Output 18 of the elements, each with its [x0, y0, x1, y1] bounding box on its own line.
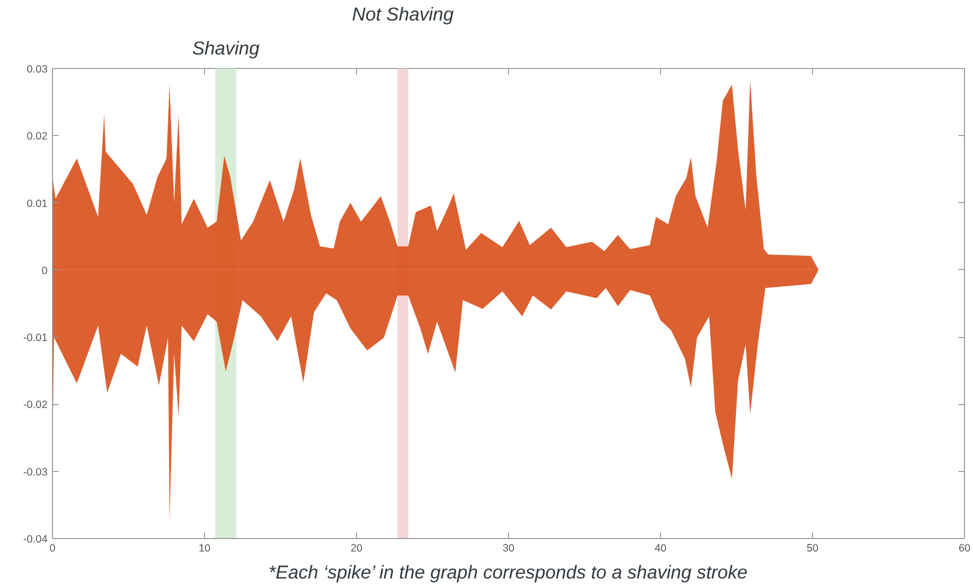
y-tick-label: -0.01 — [23, 332, 48, 344]
y-tick-label: -0.02 — [23, 399, 48, 412]
x-tick-label: 50 — [806, 542, 818, 554]
text: *Each ‘spike’ in the graph corresponds to a shaving stroke — [268, 562, 748, 582]
y-tick-label: 0.01 — [26, 198, 48, 210]
x-tick-label: 20 — [350, 542, 362, 554]
y-tick-label: 0 — [42, 264, 48, 277]
x-tick-label: 40 — [654, 542, 666, 554]
y-tick-label: -0.04 — [23, 534, 48, 546]
band-label: Shaving — [192, 38, 260, 58]
x-tick-label: 0 — [50, 542, 56, 554]
y-tick-label: -0.03 — [23, 466, 48, 478]
x-tick-label: 30 — [502, 542, 514, 554]
x-tick-label: 60 — [958, 542, 970, 554]
band-label: Not Shaving — [352, 4, 454, 24]
y-tick-label: 0.02 — [26, 130, 48, 143]
x-tick-label: 10 — [198, 542, 210, 554]
y-tick-label: 0.03 — [26, 64, 48, 76]
